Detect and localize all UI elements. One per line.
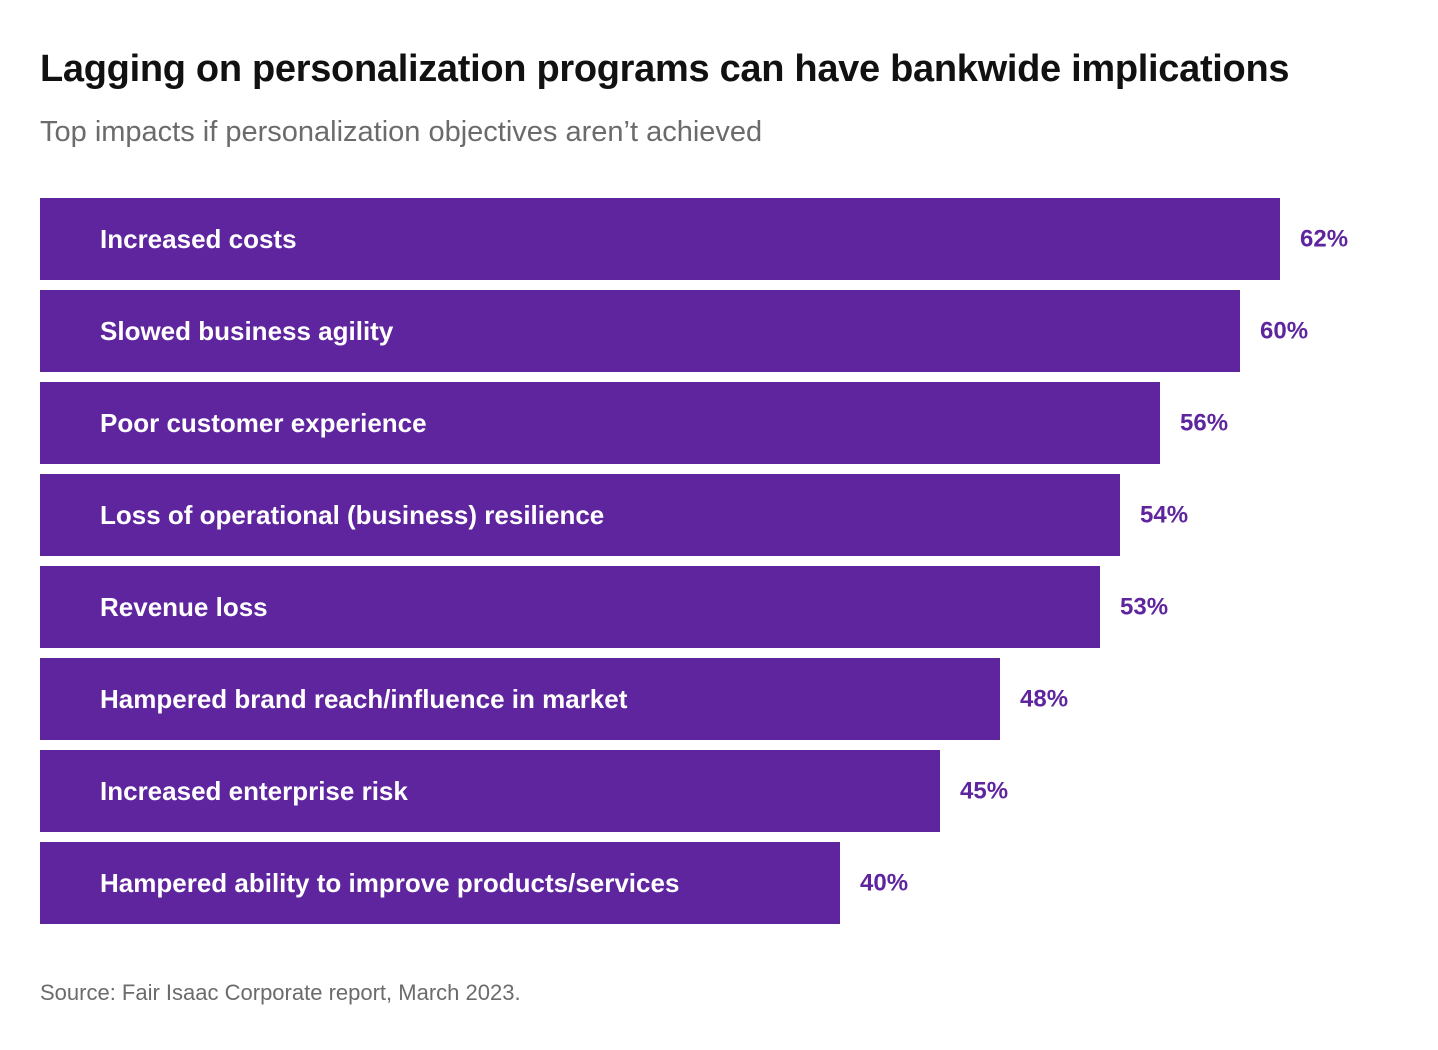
bar-label-8: Hampered ability to improve products/ser… — [100, 868, 679, 898]
value-label-3: 56% — [1180, 410, 1228, 437]
bar-4 — [40, 474, 1120, 556]
value-label-2: 60% — [1260, 318, 1308, 345]
source-note: Source: Fair Isaac Corporate report, Mar… — [40, 980, 521, 1005]
chart-subtitle: Top impacts if personalization objective… — [40, 116, 763, 148]
bar-1 — [40, 198, 1280, 280]
bar-label-3: Poor customer experience — [100, 408, 427, 438]
value-label-1: 62% — [1300, 226, 1348, 253]
bar-5 — [40, 566, 1100, 648]
bar-7 — [40, 750, 940, 832]
bar-8 — [40, 842, 840, 924]
bar-label-1: Increased costs — [100, 224, 297, 254]
value-label-5: 53% — [1120, 594, 1168, 621]
bar-label-2: Slowed business agility — [100, 316, 394, 346]
bar-label-4: Loss of operational (business) resilienc… — [100, 500, 604, 530]
value-label-6: 48% — [1020, 686, 1068, 713]
bar-3 — [40, 382, 1160, 464]
bar-label-7: Increased enterprise risk — [100, 776, 408, 806]
value-label-4: 54% — [1140, 502, 1188, 529]
bar-6 — [40, 658, 1000, 740]
bar-label-6: Hampered brand reach/influence in market — [100, 684, 628, 714]
bar-label-5: Revenue loss — [100, 592, 268, 622]
value-label-7: 45% — [960, 778, 1008, 805]
value-label-8: 40% — [860, 870, 908, 897]
bar-2 — [40, 290, 1240, 372]
chart-title: Lagging on personalization programs can … — [40, 48, 1290, 90]
